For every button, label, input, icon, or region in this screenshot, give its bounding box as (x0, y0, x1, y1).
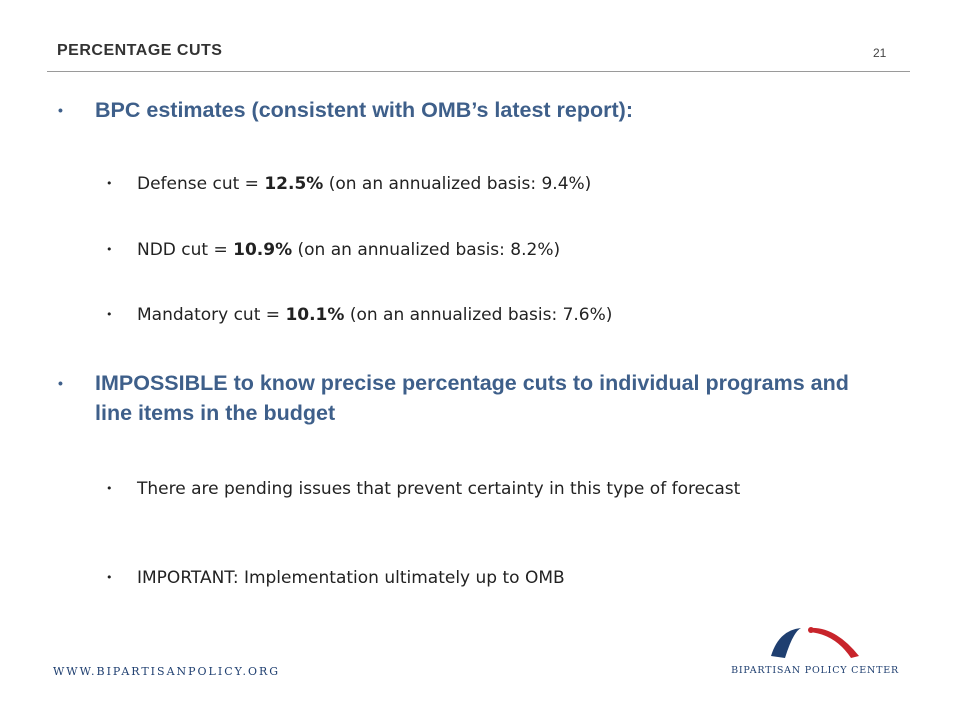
logo-red-arc (809, 627, 859, 658)
footer-url: WWW.BIPARTISANPOLICY.ORG (53, 665, 281, 678)
bullet-icon: • (106, 243, 113, 256)
bullet-text: BPC estimates (consistent with OMB’s lat… (95, 98, 633, 122)
sub-bullet-text: Mandatory cut = 10.1% (on an annualized … (137, 304, 866, 326)
sub-bullet-item: • There are pending issues that prevent … (106, 478, 866, 500)
text-part: NDD cut = (137, 240, 234, 260)
bpc-logo: BIPARTISAN POLICY CENTER (720, 620, 910, 682)
page-number: 21 (873, 46, 887, 60)
header-divider (47, 71, 910, 72)
header-title: PERCENTAGE CUTS (57, 42, 223, 59)
text-part: (on an annualized basis: 8.2%) (292, 240, 561, 260)
bullet-list-item: • IMPOSSIBLE to know precise percentage … (58, 368, 878, 428)
bullet-icon: • (106, 308, 113, 321)
logo-text: BIPARTISAN POLICY CENTER (731, 665, 899, 676)
sub-bullet-item: • Mandatory cut = 10.1% (on an annualize… (106, 304, 866, 326)
logo-blue-arc (771, 628, 801, 658)
text-part: Defense cut = (137, 174, 265, 194)
sub-bullet-item: • Defense cut = 12.5% (on an annualized … (106, 173, 866, 195)
sub-bullet-text: There are pending issues that prevent ce… (137, 479, 741, 499)
bullet-icon: • (58, 375, 63, 391)
text-part: (on an annualized basis: 9.4%) (323, 174, 592, 194)
sub-bullet-item: • NDD cut = 10.9% (on an annualized basi… (106, 239, 866, 261)
bullet-icon: • (58, 102, 63, 118)
bullet-text: IMPOSSIBLE to know precise percentage cu… (95, 371, 849, 425)
bipartisan-arcs-logo-icon (771, 627, 859, 658)
sub-bullet-text: NDD cut = 10.9% (on an annualized basis:… (137, 239, 866, 261)
bullet-icon: • (106, 177, 113, 190)
sub-bullet-text: Defense cut = 12.5% (on an annualized ba… (137, 173, 866, 195)
sub-bullet-item: • IMPORTANT: Implementation ultimately u… (106, 567, 866, 589)
bullet-icon: • (106, 571, 113, 584)
bullet-list-item: • BPC estimates (consistent with OMB’s l… (58, 95, 878, 125)
bold-value: 10.1% (285, 305, 345, 325)
bold-value: 12.5% (264, 174, 324, 194)
bold-value: 10.9% (233, 240, 293, 260)
logo-red-dot (808, 627, 814, 633)
sub-bullet-text: IMPORTANT: Implementation ultimately up … (137, 568, 565, 588)
text-part: Mandatory cut = (137, 305, 286, 325)
text-part: (on an annualized basis: 7.6%) (344, 305, 613, 325)
bullet-icon: • (106, 482, 113, 495)
